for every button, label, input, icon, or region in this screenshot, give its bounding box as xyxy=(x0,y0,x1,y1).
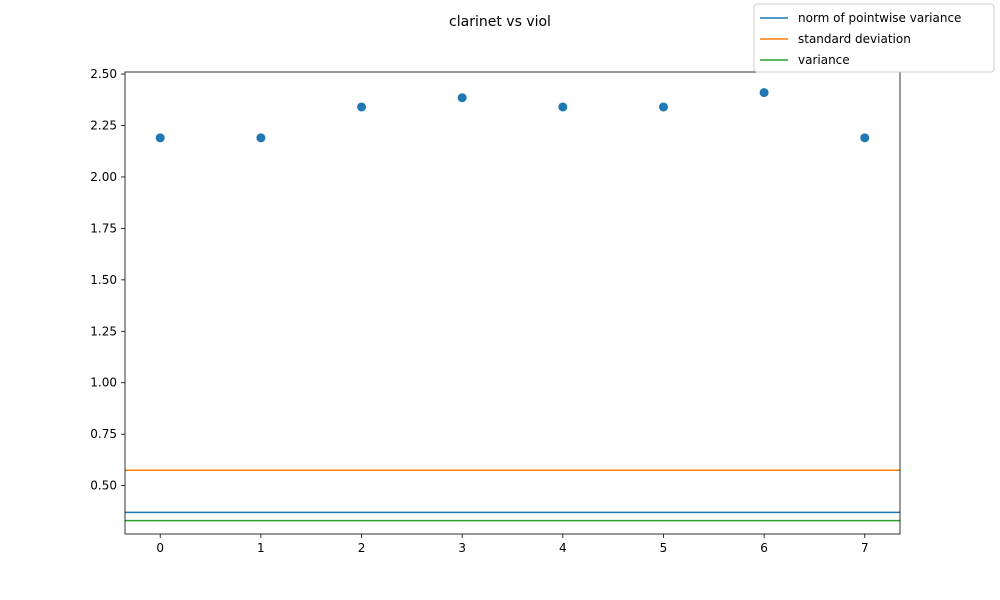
y-tick-label: 1.25 xyxy=(90,324,117,338)
scatter-point xyxy=(155,133,165,143)
scatter-point xyxy=(457,93,467,103)
y-axis: 0.50 0.75 1.00 1.25 1.50 1.75 2.00 2.25 2.50 xyxy=(90,67,125,493)
y-tick-label: 0.75 xyxy=(90,427,117,441)
x-tick-label: 1 xyxy=(257,541,265,555)
y-tick-label: 1.00 xyxy=(90,376,117,390)
y-tick-label: 0.50 xyxy=(90,479,117,493)
y-tick-label: 2.25 xyxy=(90,119,117,133)
legend-box xyxy=(753,3,995,73)
plot-area xyxy=(124,71,901,535)
x-tick-label: 6 xyxy=(760,541,768,555)
scatter-point xyxy=(558,102,568,112)
x-tick-label: 7 xyxy=(861,541,869,555)
scatter-point xyxy=(357,102,367,112)
y-tick-label: 2.00 xyxy=(90,170,117,184)
legend-label: variance xyxy=(798,53,850,67)
x-tick-label: 0 xyxy=(156,541,164,555)
x-tick-label: 3 xyxy=(458,541,466,555)
axes-frame xyxy=(124,71,901,535)
y-tick-label: 1.50 xyxy=(90,273,117,287)
y-tick-label: 1.75 xyxy=(90,221,117,235)
x-axis: 0 1 2 3 4 5 6 7 xyxy=(156,534,869,555)
x-tick-label: 5 xyxy=(660,541,668,555)
y-tick-label: 2.50 xyxy=(90,67,117,81)
scatter-point xyxy=(860,133,870,143)
scatter-point xyxy=(759,88,769,98)
scatter-point xyxy=(658,102,668,112)
x-tick-label: 2 xyxy=(358,541,366,555)
scatter-point xyxy=(256,133,266,143)
legend: norm of pointwise variance standard devia… xyxy=(753,3,995,73)
chart-title: clarinet vs viol xyxy=(449,14,551,30)
legend-label: standard deviation xyxy=(798,32,911,46)
x-tick-label: 4 xyxy=(559,541,567,555)
legend-label: norm of pointwise variance xyxy=(798,11,961,25)
